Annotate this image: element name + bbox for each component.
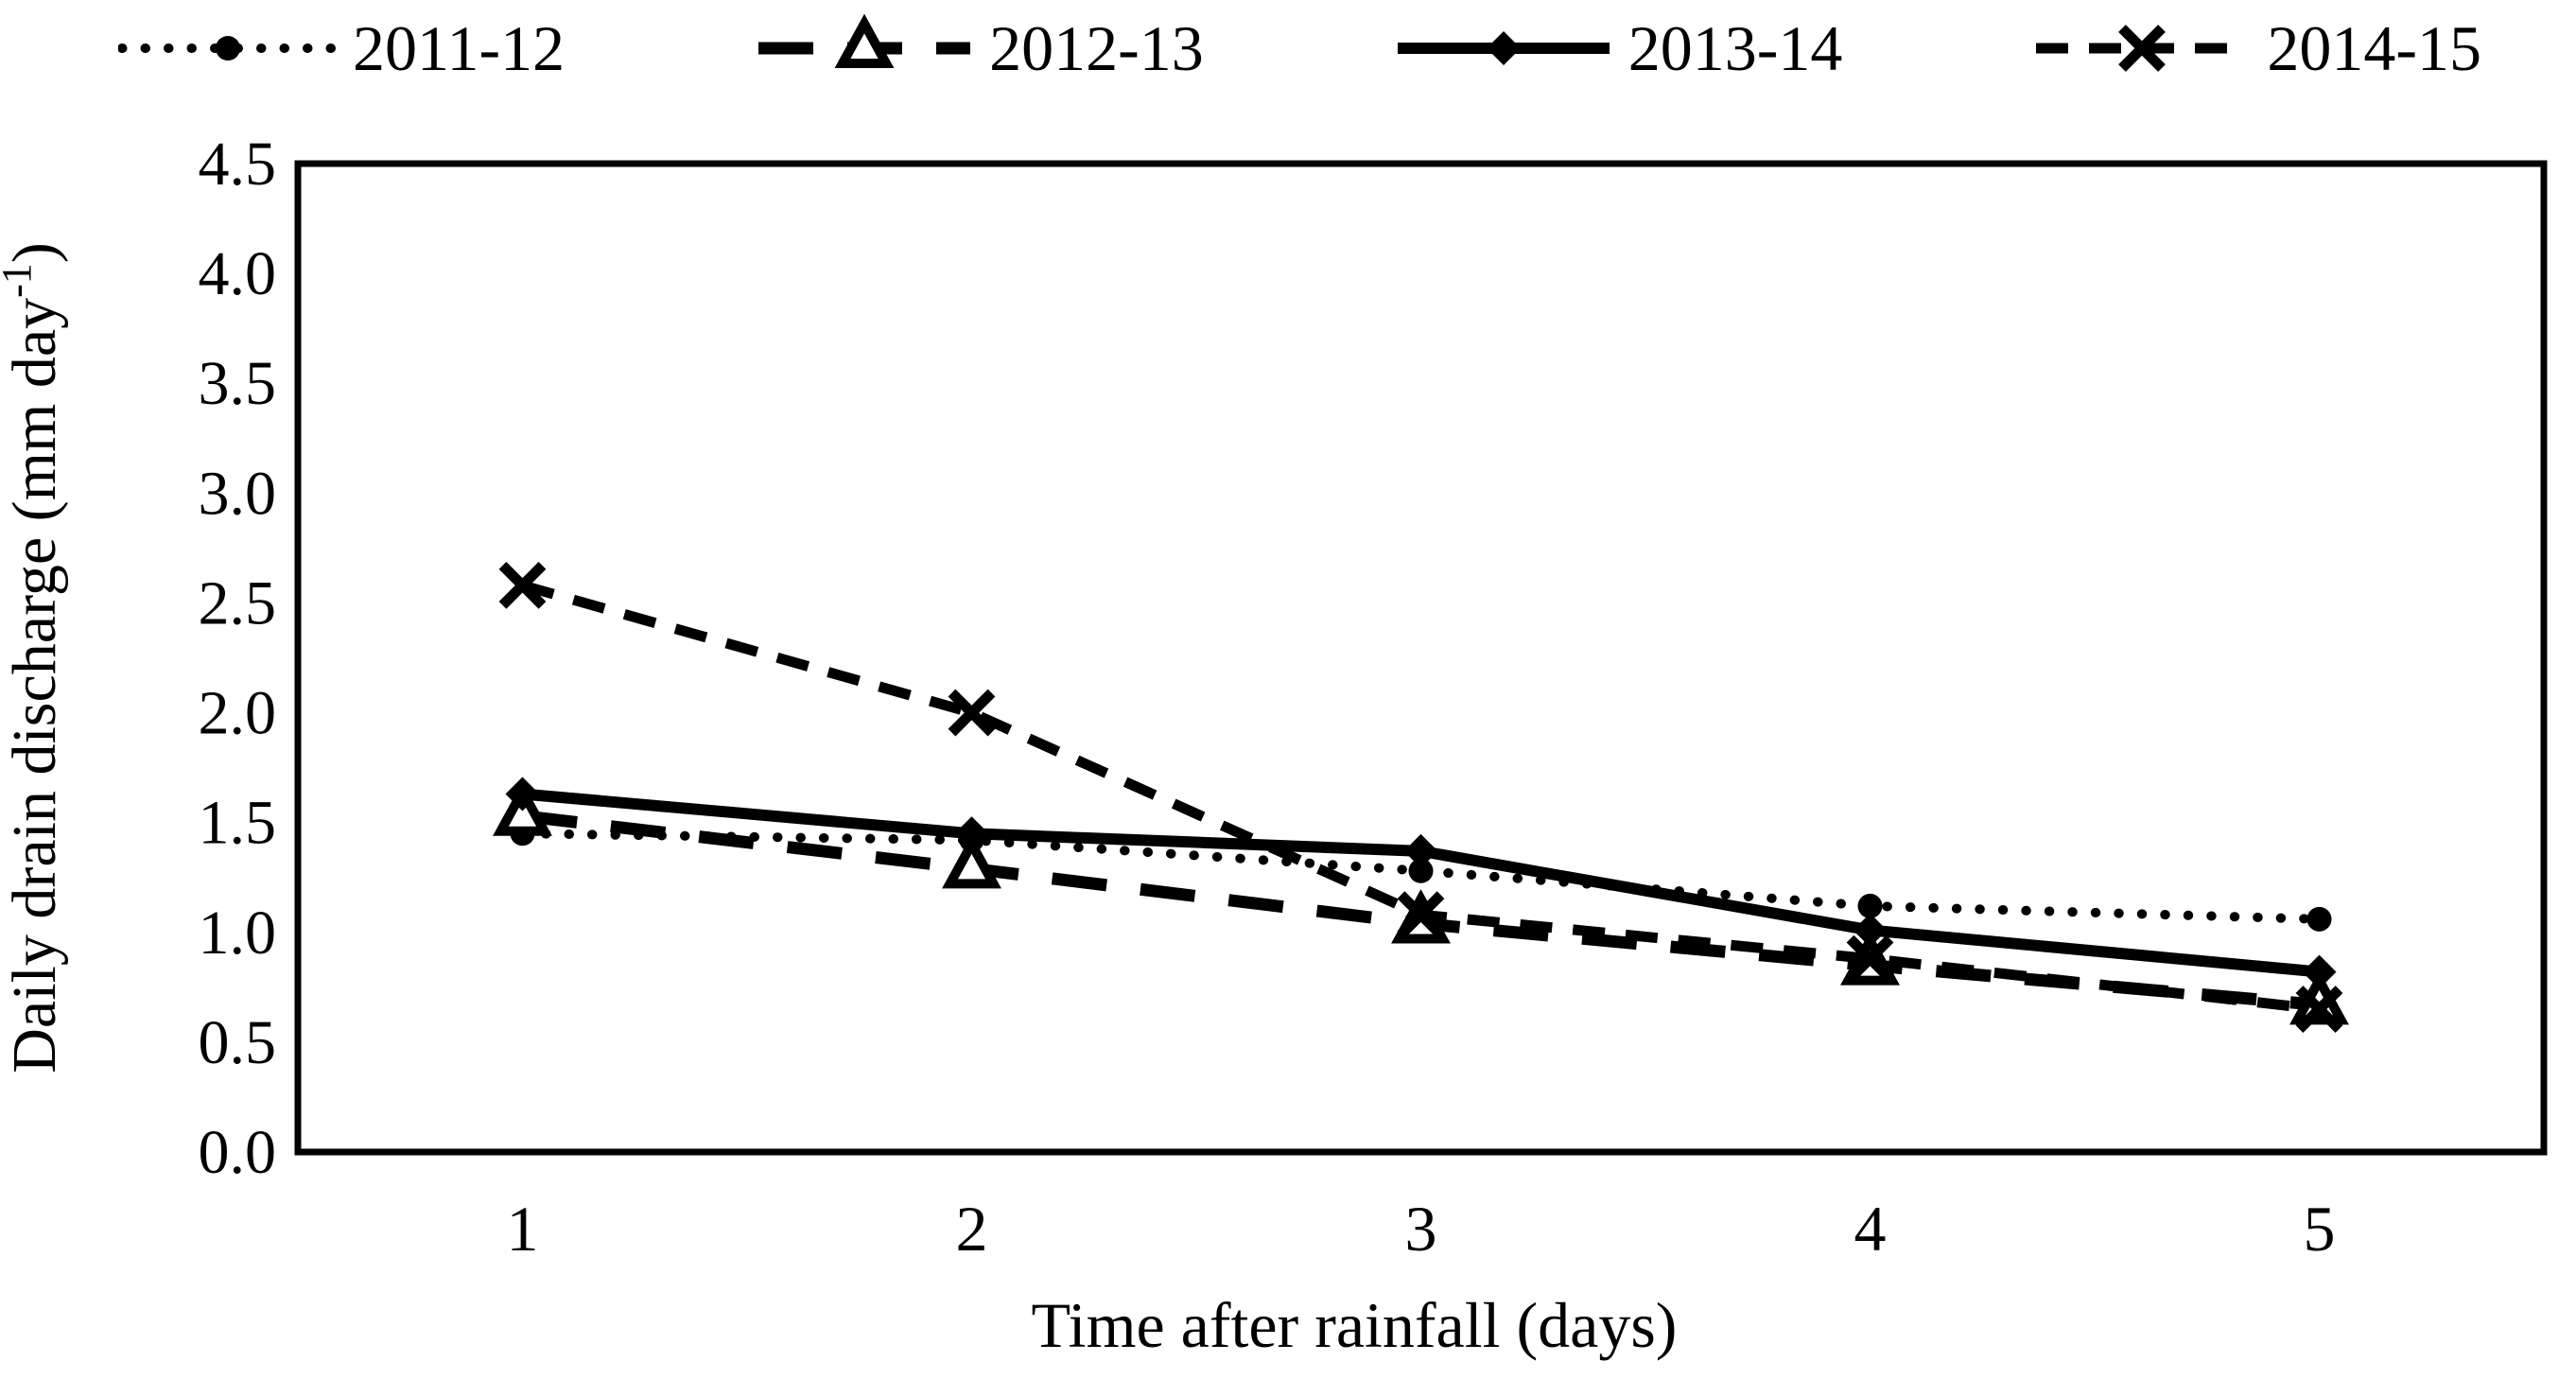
x-axis-title: Time after rainfall (days): [1032, 1289, 1678, 1361]
y-tick-label: 3.5: [199, 349, 277, 418]
dotted-circle-line-icon: [118, 36, 338, 61]
x-marker: [2118, 25, 2167, 72]
y-tick-label: 4.5: [199, 130, 277, 199]
x-tick-label: 3: [1405, 1193, 1437, 1265]
y-axis-title-text: Daily drain discharge (mm day: [0, 298, 69, 1074]
legend-item-2012-13: 2012-13: [755, 10, 1204, 86]
legend-item-2011-12: 2011-12: [118, 10, 565, 86]
triangle-marker: [942, 834, 1001, 889]
diamond-marker: [1403, 833, 1438, 868]
legend-item-2013-14: 2013-14: [1394, 10, 1843, 86]
y-tick-label: 3.0: [199, 459, 277, 528]
x-tick-label: 5: [2304, 1193, 2336, 1265]
y-tick-label: 1.5: [199, 789, 277, 858]
x-marker: [1397, 891, 1445, 939]
circle-marker: [1857, 893, 1883, 918]
y-tick-label: 1.0: [199, 899, 277, 968]
diamond-marker: [505, 777, 540, 812]
y-tick-label: 2.5: [199, 568, 277, 637]
legend-label: 2014-15: [2267, 12, 2481, 84]
diamond-marker: [1853, 913, 1888, 948]
legend-label: 2012-13: [989, 12, 1204, 84]
triangle-marker: [834, 13, 895, 68]
legend-label: 2013-14: [1627, 12, 1843, 84]
diamond-marker: [1486, 31, 1521, 65]
dashed-x-line-icon: [2036, 25, 2249, 72]
solid-diamond-line-icon: [1397, 31, 1610, 65]
y-axis-title-text: ): [0, 242, 69, 263]
triangle-marker: [493, 781, 552, 836]
circle-marker: [216, 36, 240, 61]
y-axis-title: Daily drain discharge (mm day-1): [0, 242, 69, 1074]
x-tick-label: 1: [507, 1193, 539, 1265]
circle-marker: [2306, 906, 2332, 932]
x-marker: [2295, 986, 2343, 1033]
x-marker: [1846, 934, 1894, 983]
chart-legend: 2011-12 2012-13 2013-14 2014-15: [0, 0, 2576, 91]
legend-item-2014-15: 2014-15: [2032, 10, 2481, 86]
y-axis-title-superscript: -1: [0, 263, 40, 298]
dashed-triangle-line-icon: [758, 13, 971, 68]
x-tick-label: 4: [1854, 1193, 1887, 1265]
y-tick-label: 0.0: [199, 1118, 277, 1187]
legend-label: 2011-12: [353, 12, 566, 84]
x-marker: [948, 689, 996, 737]
plot-frame: [294, 160, 2548, 1156]
circle-marker: [1408, 858, 1434, 883]
y-tick-label: 2.0: [199, 679, 277, 748]
y-tick-label: 4.0: [199, 239, 277, 308]
diamond-marker: [954, 816, 989, 851]
x-marker: [498, 561, 547, 609]
y-tick-label: 0.5: [199, 1008, 277, 1077]
diamond-marker: [2302, 954, 2337, 989]
x-tick-label: 2: [956, 1193, 988, 1265]
